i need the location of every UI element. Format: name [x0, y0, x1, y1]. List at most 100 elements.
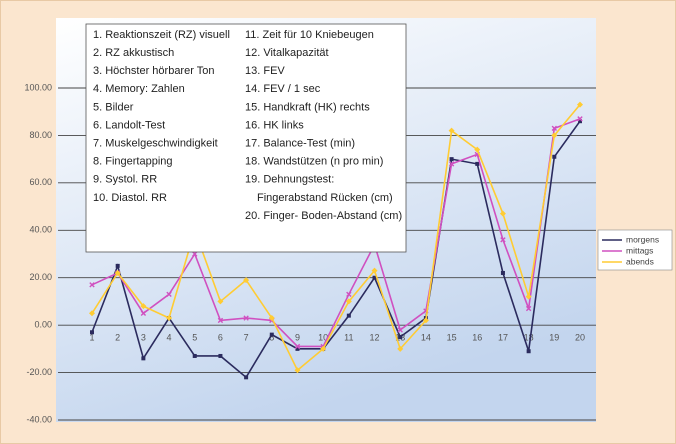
point — [526, 349, 531, 354]
point — [552, 154, 557, 159]
point — [346, 291, 352, 298]
point — [398, 335, 403, 339]
annotation: 16. HK links — [245, 119, 304, 131]
x-tick-label: 15 — [447, 333, 457, 343]
point — [371, 267, 378, 274]
y-tick-label: -40.00 — [26, 414, 52, 424]
series-line — [91, 118, 581, 348]
x-tick-label: 10 — [318, 333, 328, 343]
point — [448, 161, 455, 167]
legend — [597, 229, 673, 271]
series-line — [91, 104, 581, 372]
y-tick-label: 20.00 — [29, 272, 52, 282]
y-tick-label: -20.00 — [26, 367, 52, 377]
annotation: 6. Landolt-Test — [93, 119, 165, 131]
point — [397, 327, 403, 333]
annotation: 11. Zeit für 10 Kniebeugen — [245, 29, 374, 41]
point — [448, 127, 455, 134]
point — [294, 343, 301, 350]
point — [243, 277, 250, 284]
point — [475, 161, 480, 166]
point — [115, 263, 120, 268]
point — [499, 210, 506, 217]
point — [217, 317, 224, 324]
annotation: 10. Diastol. RR — [93, 192, 167, 204]
point — [140, 303, 147, 310]
point — [525, 293, 532, 300]
point — [114, 269, 121, 276]
x-tick-label: 8 — [269, 333, 274, 343]
point — [192, 251, 198, 257]
y-tick-label: 40.00 — [29, 225, 52, 235]
point — [372, 275, 377, 280]
x-tick-label: 3 — [141, 333, 146, 343]
annotation: 19. Dehnungstest: — [245, 174, 334, 186]
annotation: 15. Handkraft (HK) rechts — [245, 101, 370, 113]
x-tick-label: 20 — [575, 333, 585, 343]
point — [89, 310, 95, 317]
point — [166, 291, 172, 298]
x-tick-label: 16 — [472, 333, 482, 343]
point — [500, 270, 505, 275]
point — [577, 101, 583, 108]
point — [474, 146, 481, 153]
point — [422, 317, 429, 324]
point — [397, 345, 404, 352]
annotation: 18. Wandstützen (n pro min) — [245, 156, 383, 168]
series-line — [91, 120, 581, 379]
point — [320, 345, 327, 352]
y-tick-label: 0.00 — [34, 320, 52, 330]
legend-label: mittags — [626, 245, 653, 255]
y-tick-label: 60.00 — [29, 177, 52, 187]
annotation: 9. Systol. RR — [93, 174, 157, 186]
x-tick-label: 17 — [498, 333, 508, 343]
annotation: 1. Reaktionszeit (RZ) visuell — [93, 29, 230, 41]
annotation: Fingerabstand Rücken (cm) — [257, 192, 393, 204]
annotation: 4. Memory: Zahlen — [93, 83, 185, 95]
x-tick-label: 1 — [89, 333, 94, 343]
point — [294, 367, 301, 374]
point — [551, 125, 558, 132]
point — [89, 282, 95, 288]
legend-label: abends — [626, 256, 654, 266]
point — [166, 315, 173, 322]
point — [551, 132, 558, 139]
annotation: 14. FEV / 1 sec — [245, 83, 321, 95]
x-tick-label: 2 — [115, 333, 120, 343]
annotation: 7. Muskelgeschwindigkeit — [93, 138, 218, 150]
point — [140, 310, 147, 316]
point — [345, 298, 352, 305]
point — [578, 119, 582, 124]
point — [141, 356, 146, 361]
legend-label: morgens — [626, 234, 659, 244]
annotation-box — [85, 23, 407, 253]
annotation: 5. Bilder — [93, 101, 134, 113]
x-tick-label: 19 — [549, 333, 559, 343]
annotation: 8. Fingertapping — [93, 156, 173, 168]
annotation: 20. Finger- Boden-Abstand (cm) — [245, 210, 402, 222]
point — [500, 237, 506, 243]
annotation: 3. Höchster hörbarer Ton — [93, 65, 214, 77]
point — [90, 330, 94, 335]
point — [525, 305, 532, 312]
x-tick-label: 18 — [524, 333, 534, 343]
point — [192, 353, 197, 358]
point — [243, 315, 249, 321]
point — [346, 313, 351, 318]
point — [218, 353, 223, 358]
x-tick-label: 12 — [370, 333, 380, 343]
y-tick-label: 100.00 — [24, 82, 52, 92]
annotation: 2. RZ akkustisch — [93, 47, 174, 59]
y-tick-label: 80.00 — [29, 130, 52, 140]
x-tick-label: 5 — [192, 333, 197, 343]
x-tick-label: 9 — [295, 333, 300, 343]
x-tick-label: 4 — [167, 333, 172, 343]
x-tick-label: 11 — [344, 333, 353, 343]
point — [449, 157, 454, 162]
annotation: 17. Balance-Test (min) — [245, 138, 355, 150]
x-tick-label: 7 — [244, 333, 249, 343]
point — [577, 116, 583, 122]
point — [268, 315, 275, 322]
point — [295, 346, 300, 351]
